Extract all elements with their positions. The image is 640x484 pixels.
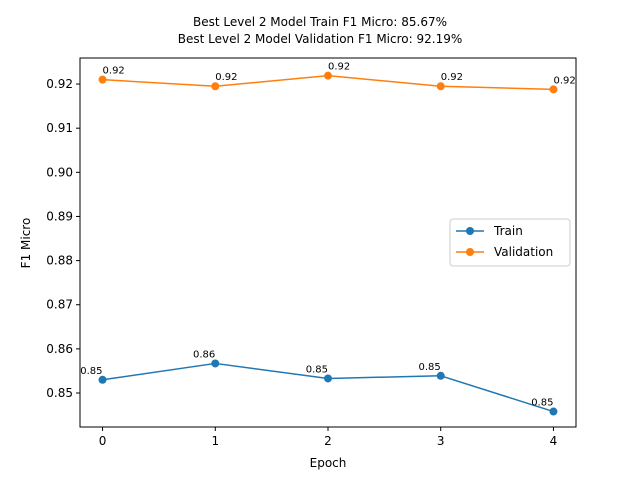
chart-title-line2: Best Level 2 Model Validation F1 Micro: … [178,32,463,46]
y-tick-label: 0.88 [46,254,73,268]
legend: Train Validation [449,218,571,267]
data-point-validation [324,71,332,80]
y-tick-label: 0.92 [46,77,73,91]
y-tick-label: 0.85 [46,386,73,400]
x-tick-label: 0 [99,434,107,448]
data-point-validation [211,82,220,91]
y-tick-label: 0.90 [46,165,73,179]
data-point-validation [549,85,558,94]
data-label-train: 0.85 [306,364,328,375]
x-tick-label: 3 [437,434,445,448]
x-tick-label: 2 [324,434,332,448]
data-point-train [211,359,220,368]
data-point-validation [436,82,445,91]
data-point-validation [98,75,107,84]
y-tick-label: 0.87 [46,298,73,312]
data-point-train [324,374,332,383]
data-label-train: 0.85 [531,398,553,409]
plot-area-frame [79,57,577,428]
y-axis-label: F1 Micro [19,218,33,269]
data-label-train: 0.86 [193,349,215,360]
data-label-train: 0.85 [418,362,440,373]
data-point-train [549,407,558,416]
data-label-validation: 0.92 [553,75,575,86]
x-tick-label: 1 [211,434,219,448]
legend-marker-validation [466,248,474,256]
data-label-validation: 0.92 [441,72,463,83]
legend-label-validation: Validation [494,245,553,259]
data-labels: 0.85 0.86 0.85 0.85 0.85 0.92 0.92 0.92 0.92 0.92 [80,62,575,409]
data-label-validation: 0.92 [215,72,237,83]
data-point-train [98,375,107,384]
y-tick-label: 0.89 [46,209,73,223]
y-tick-label: 0.86 [46,342,73,356]
legend-marker-train [466,227,474,235]
data-label-validation: 0.92 [103,66,125,77]
x-tick-label: 4 [550,434,558,448]
x-axis-label: Epoch [310,456,347,470]
chart-title-line1: Best Level 2 Model Train F1 Micro: 85.67… [193,15,447,29]
data-label-train: 0.85 [80,366,102,377]
axis-ticks: 0 1 2 3 4 0.85 0.86 0.87 0.88 0.89 0.90 0.91 0.92 [46,77,557,448]
legend-label-train: Train [493,224,523,238]
y-tick-label: 0.91 [46,121,73,135]
data-label-validation: 0.92 [328,62,350,73]
plot-series [98,71,558,416]
data-point-train [436,371,445,380]
